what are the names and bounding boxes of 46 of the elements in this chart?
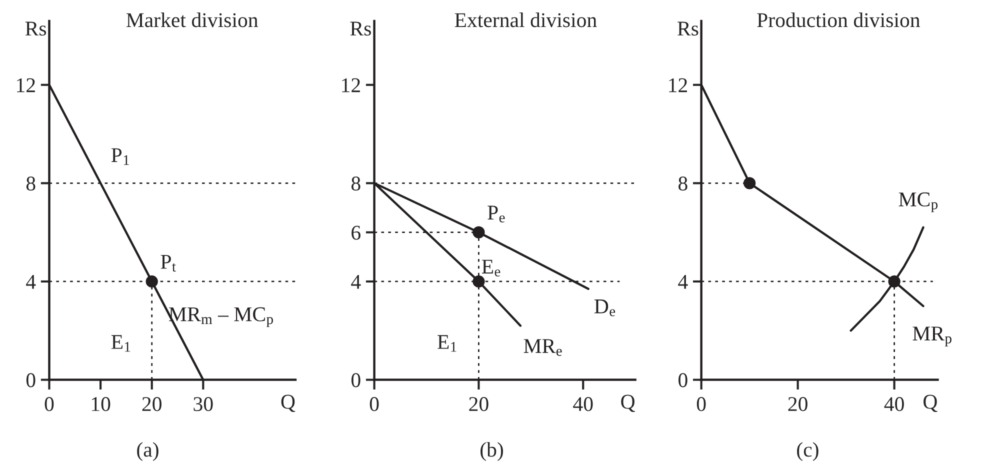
annotation: E$_{e}$ bbox=[482, 260, 500, 276]
y-axis-title: Rs bbox=[678, 22, 698, 36]
y-tick-label: 8 bbox=[26, 176, 36, 191]
x-tick-label: 0 bbox=[696, 397, 706, 412]
x-axis-title: Q bbox=[621, 394, 635, 412]
x-tick-label: 30 bbox=[194, 397, 213, 412]
series-label: MR$_{m}$ – MC$_{p}$ bbox=[169, 307, 273, 328]
chart-title: Market division bbox=[126, 12, 258, 28]
y-tick-label: 0 bbox=[26, 373, 36, 388]
annotation: P$_{t}$ bbox=[160, 254, 176, 272]
x-tick-label: 40 bbox=[573, 397, 593, 412]
y-axis-title: Rs bbox=[350, 22, 371, 36]
y-tick-label: 12 bbox=[342, 78, 360, 92]
y-tick-label: 4 bbox=[351, 274, 361, 289]
x-tick-label: 0 bbox=[370, 397, 379, 412]
annotation: P$_{e}$ bbox=[488, 206, 505, 222]
x-axis-title: Q bbox=[281, 394, 296, 412]
y-tick-label: 12 bbox=[669, 78, 687, 92]
y-axis-title: Rs bbox=[25, 22, 46, 36]
annotation: E$_{1}$ bbox=[111, 335, 130, 352]
y-tick-label: 0 bbox=[678, 373, 688, 388]
series-label: MR$_{e}$ bbox=[524, 339, 562, 356]
text: (b) bbox=[480, 442, 503, 461]
chart-title: External division bbox=[454, 12, 597, 28]
series-label: D$_{e}$ bbox=[594, 300, 616, 316]
annotation: E$_{1}$ bbox=[438, 335, 456, 352]
y-tick-label: 6 bbox=[352, 226, 360, 240]
y-tick-label: 4 bbox=[678, 274, 688, 289]
ref-line-label: P$_{1}$ bbox=[111, 148, 129, 165]
series-label: MR$_{p}$ bbox=[912, 326, 952, 346]
x-axis-title: Q bbox=[924, 394, 938, 412]
x-tick-label: 20 bbox=[142, 397, 162, 412]
y-tick-label: 4 bbox=[26, 274, 36, 289]
series-label: MC$_{p}$ bbox=[898, 192, 938, 212]
chart-title: Production division bbox=[757, 12, 920, 28]
x-tick-label: 20 bbox=[788, 397, 808, 412]
y-tick-label: 12 bbox=[17, 78, 35, 92]
x-tick-label: 0 bbox=[44, 397, 54, 412]
text: (c) bbox=[797, 442, 818, 461]
y-tick-label: 0 bbox=[351, 373, 360, 388]
x-tick-label: 10 bbox=[92, 397, 110, 412]
x-tick-label: 20 bbox=[469, 397, 488, 412]
y-tick-label: 8 bbox=[351, 176, 360, 191]
y-tick-label: 8 bbox=[678, 176, 688, 191]
text: (a) bbox=[137, 442, 158, 461]
x-tick-label: 40 bbox=[884, 397, 904, 412]
